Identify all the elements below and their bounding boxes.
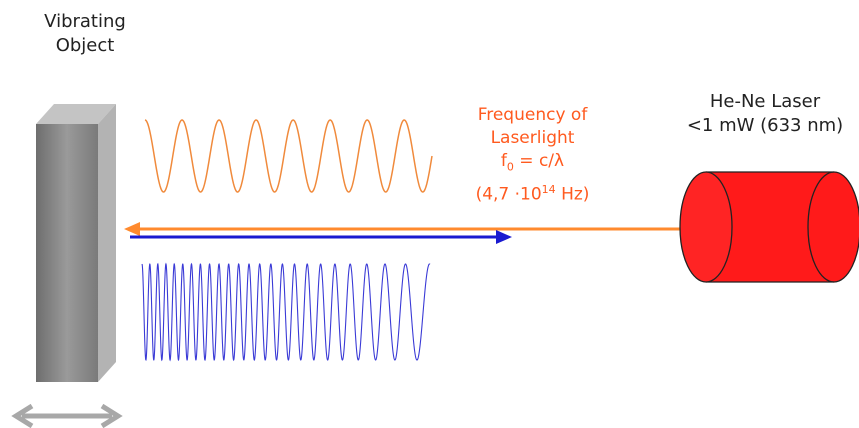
- frequency-line2: Laserlight: [490, 128, 575, 148]
- motion-double-arrow-icon: [11, 403, 123, 428]
- object-front-face: [36, 124, 98, 382]
- vibrating-object: [36, 104, 116, 382]
- frequency-line1: Frequency of: [477, 105, 588, 125]
- frequency-label: Frequency of Laserlight f0 = c/λ (4,7 ⋅1…: [420, 104, 645, 207]
- frequency-value-pre: (4,7 ⋅10: [475, 185, 542, 206]
- frequency-value-post: Hz): [555, 185, 590, 206]
- reflected-modulated-wave: [141, 262, 431, 362]
- formula-subscript: 0: [506, 160, 514, 174]
- object-top-face: [36, 104, 116, 124]
- formula-f: f: [500, 151, 507, 171]
- laser-beam-arrow: [124, 222, 710, 236]
- frequency-exponent: 14: [541, 183, 556, 197]
- laser-label-line1: He-Ne Laser: [709, 91, 821, 112]
- laser-label: He-Ne Laser <1 mW (633 nm): [650, 90, 859, 138]
- reflected-beam-arrow: [130, 230, 512, 244]
- emitted-laser-wave: [144, 119, 433, 193]
- laser-cylinder: [679, 171, 859, 283]
- object-side-face: [98, 104, 116, 382]
- frequency-formula: f0 = c/λ: [420, 150, 645, 178]
- formula-rest: = c/λ: [513, 151, 565, 171]
- frequency-value: (4,7 ⋅1014 Hz): [420, 178, 645, 207]
- laser-aperture-face: [679, 171, 733, 283]
- vibrating-object-label: Vibrating Object: [20, 10, 150, 58]
- laser-label-line2: <1 mW (633 nm): [686, 115, 844, 136]
- object-label-line2: Object: [55, 35, 115, 56]
- object-label-line1: Vibrating: [44, 11, 126, 32]
